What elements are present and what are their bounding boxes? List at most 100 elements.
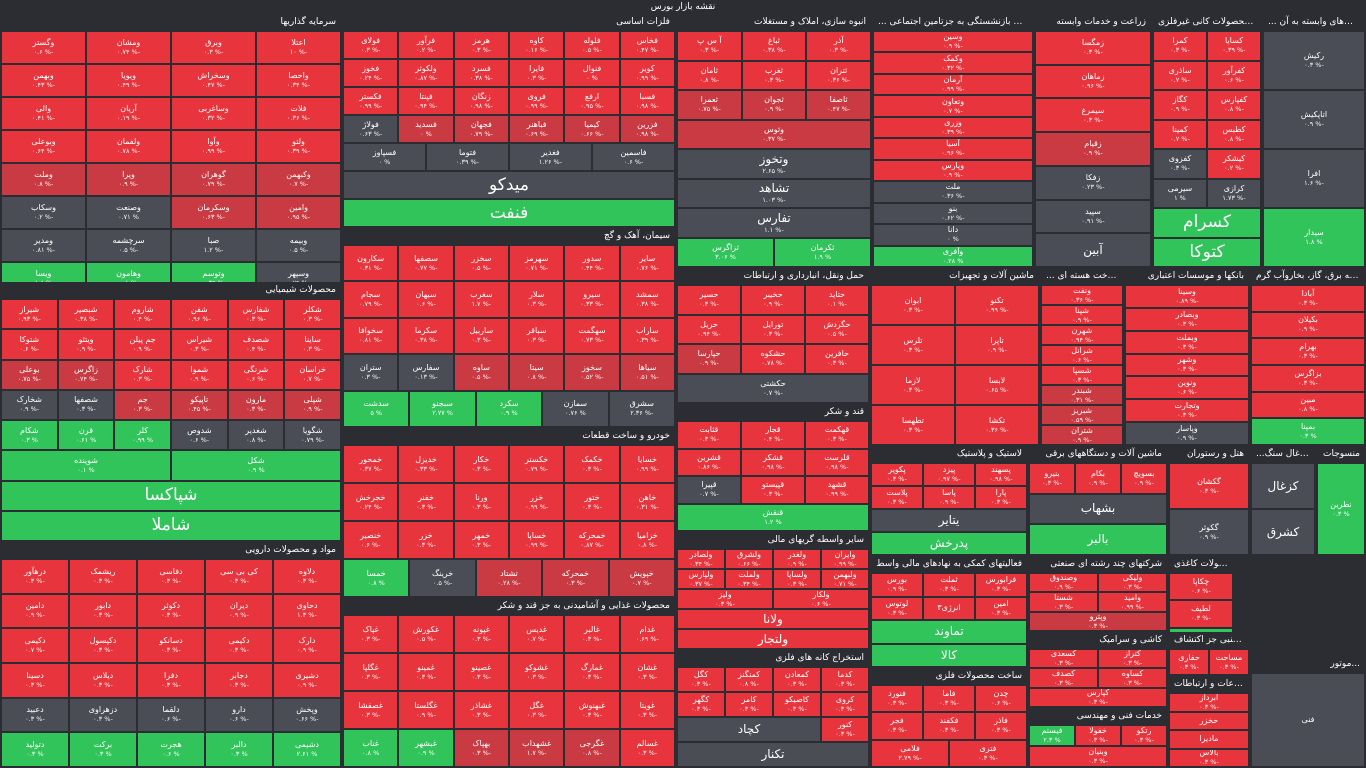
- stock-tile[interactable]: کسایا ۰.۳۹ %-: [1207, 31, 1261, 61]
- stock-tile[interactable]: بهپاک ۰.۳ %-: [453, 729, 509, 767]
- stock-tile[interactable]: سکرما ۰.۳۸ %-: [398, 317, 454, 355]
- stock-tile[interactable]: فولاژ ۰.۶۳ %-: [343, 115, 399, 143]
- stock-tile[interactable]: سشرق ۲.۳۶ %-: [608, 390, 675, 427]
- stock-tile[interactable]: شرنگی ۰.۶ %-: [227, 359, 285, 390]
- stock-tile[interactable]: فخوز ۰.۲۴ %-: [343, 59, 399, 87]
- sector-title[interactable]: اطلاعات و ارتباطات: [1174, 679, 1249, 689]
- stock-tile[interactable]: خپویش ۰.۷ %-: [608, 559, 675, 597]
- stock-tile[interactable]: شوینده ۰.۱ %: [1, 450, 171, 481]
- stock-tile[interactable]: کروی ۰.۳ %-: [821, 692, 869, 717]
- stock-tile[interactable]: ثجوان ۰.۹ %-: [741, 90, 807, 120]
- stock-tile[interactable]: ثملت ۰.۳ %-: [923, 573, 975, 597]
- stock-tile[interactable]: دعبید ۰.۳ %-: [1, 697, 69, 733]
- stock-tile[interactable]: غگل ۰.۳ %-: [509, 691, 565, 729]
- stock-tile[interactable]: خفولا ۰.۳ %-: [1075, 725, 1121, 746]
- stock-tile[interactable]: شستا ۰.۳ %-: [1029, 592, 1098, 612]
- stock-tile[interactable]: کتراز ۰.۳ %-: [1098, 649, 1167, 669]
- sector-title[interactable]: زراعت و خدمات وابسته: [1056, 17, 1146, 27]
- stock-tile[interactable]: شکل ۰.۹ %: [171, 450, 341, 481]
- stock-tile[interactable]: ولکوثر ۰.۸۷ %-: [398, 59, 454, 87]
- stock-tile[interactable]: وشهر ۰.۳ %-: [1125, 353, 1249, 377]
- stock-tile[interactable]: دیران ۰.۹ %-: [205, 593, 273, 629]
- stock-tile[interactable]: تلرس ۰.۳ %-: [871, 325, 955, 365]
- stock-tile[interactable]: سیرمی ۱ %: [1153, 178, 1207, 208]
- stock-tile[interactable]: آریان ۰.۱۹ %-: [86, 97, 171, 130]
- stock-tile[interactable]: حتاید ۰.۱ %-: [805, 285, 869, 315]
- stock-tile[interactable]: ثکرمان ۱.۹ %: [774, 237, 871, 267]
- stock-tile[interactable]: فلات ۰.۳۶ %-: [256, 97, 341, 130]
- sector-title[interactable]: ...راج زغال سنگ: [1256, 449, 1316, 459]
- stock-tile[interactable]: لطیف ۰.۳ %-: [1169, 600, 1233, 628]
- stock-tile[interactable]: وبوعلی ۰.۶۴ %-: [1, 130, 86, 163]
- stock-tile[interactable]: دارو ۰.۶ %-: [205, 697, 273, 733]
- stock-tile[interactable]: رتکو ۰.۳ %-: [1121, 725, 1167, 746]
- stock-tile[interactable]: کاصیکو ۰.۳ %-: [773, 692, 821, 717]
- stock-tile[interactable]: تماوند: [871, 620, 1027, 644]
- stock-tile[interactable]: شرانل ۰.۶ %-: [1041, 345, 1123, 365]
- stock-tile[interactable]: قرن ۰.۶۱ %: [57, 420, 115, 451]
- stock-tile[interactable]: فاذر ۰.۳ %-: [975, 712, 1027, 740]
- stock-tile[interactable]: دسینا ۰.۳ %-: [1, 663, 69, 698]
- stock-tile[interactable]: ولفمان ۰.۷۸ %-: [86, 130, 171, 163]
- stock-tile[interactable]: شفن ۰.۹۶ %-: [171, 299, 228, 330]
- stock-tile[interactable]: وصنعت ۰.۷۱ %: [86, 196, 171, 229]
- stock-tile[interactable]: اعتلا ۱۰ %-: [256, 31, 341, 64]
- stock-tile[interactable]: شصدف ۰.۴ %-: [227, 329, 285, 360]
- stock-tile[interactable]: فنورد ۰.۳ %-: [870, 685, 923, 713]
- stock-tile[interactable]: ولشرق ۰.۶۶ %-: [725, 549, 773, 569]
- stock-tile[interactable]: واحصا ۰.۳۴ %-: [256, 64, 341, 97]
- stock-tile[interactable]: غصینو ۰.۳ %-: [453, 653, 509, 691]
- sector-title[interactable]: سرمایه گذاریها: [280, 17, 336, 27]
- stock-tile[interactable]: ابوان ۰.۳ %-: [871, 285, 955, 325]
- stock-tile[interactable]: کشرق: [1251, 509, 1315, 555]
- stock-tile[interactable]: آرمان ۰.۹۹ %-: [873, 73, 1033, 96]
- stock-tile[interactable]: فسپاوز ۰ %: [343, 143, 426, 171]
- stock-tile[interactable]: میدکو: [343, 171, 675, 199]
- stock-tile[interactable]: غشوکو ۰.۳ %-: [509, 653, 565, 691]
- stock-tile[interactable]: وگستر ۰.۶ %-: [1, 31, 86, 64]
- stock-tile[interactable]: پیزد ۰.۹۷ %-: [923, 463, 975, 486]
- stock-tile[interactable]: خمحرکه ۰.۸۷ %-: [564, 521, 620, 559]
- stock-tile[interactable]: آسیا ۰.۹۶ %-: [873, 138, 1033, 160]
- sector-title[interactable]: سیمان، آهک و گچ: [603, 231, 670, 241]
- stock-tile[interactable]: خزر ۰.۳ %-: [398, 521, 454, 559]
- stock-tile[interactable]: والی ۰.۴۱ %-: [1, 97, 86, 130]
- stock-tile[interactable]: غشان ۰.۳ %-: [619, 653, 675, 691]
- stock-tile[interactable]: حسیر ۰.۳ %-: [677, 285, 741, 315]
- stock-tile[interactable]: کاوه ۰.۱۶ %-: [509, 31, 565, 59]
- stock-tile[interactable]: وآوا ۰.۹۹ %-: [171, 130, 256, 163]
- stock-tile[interactable]: ثعمرا ۰.۷۵ %-: [677, 90, 742, 120]
- stock-tile[interactable]: کتوکا: [1153, 237, 1261, 267]
- stock-tile[interactable]: ومدیر ۰.۸۱ %-: [1, 229, 86, 262]
- stock-tile[interactable]: هرمز ۰.۳ %-: [453, 31, 509, 59]
- sector-title[interactable]: مواد و محصولات دارویی: [245, 545, 336, 555]
- stock-tile[interactable]: چکاپا ۰.۶ %-: [1169, 573, 1233, 601]
- stock-tile[interactable]: ویویا ۰.۴۹ %-: [86, 64, 171, 97]
- sector-title[interactable]: ساخت محصولات فلزی: [935, 671, 1022, 681]
- stock-tile[interactable]: کلر ۰.۹۹ %: [114, 420, 171, 451]
- stock-tile[interactable]: دامین ۰.۹ %-: [1, 593, 69, 629]
- stock-tile[interactable]: شصفها ۰.۳ %-: [57, 389, 115, 420]
- stock-tile[interactable]: لوتوس ۰.۳ %-: [871, 596, 923, 620]
- stock-tile[interactable]: فباهنر ۰.۶۹ %-: [509, 115, 565, 143]
- stock-tile[interactable]: دکپسول ۰.۳ %-: [69, 628, 137, 663]
- stock-tile[interactable]: وآفری ۰.۲۸ %: [873, 245, 1033, 267]
- sector-title[interactable]: محصولات غذایی و آشامیدنی به جز قند و شکر: [497, 601, 670, 611]
- stock-tile[interactable]: شاملا: [1, 510, 341, 541]
- stock-tile[interactable]: تکنو ۰.۹۹ %-: [955, 285, 1039, 325]
- stock-tile[interactable]: خجرخش ۰.۲۴ %-: [343, 483, 399, 521]
- sector-title[interactable]: سایر واسطه گریهای مالی: [767, 535, 864, 545]
- sector-title[interactable]: کاشی و سرامیک: [1099, 635, 1162, 645]
- stock-tile[interactable]: کویر ۰.۹۹ %-: [619, 59, 675, 87]
- stock-tile[interactable]: وسکرمان ۰.۶۳ %-: [171, 196, 256, 229]
- sector-title[interactable]: ... وصندوق بازنشستگی به جزتامین اجتماعی: [878, 17, 1034, 27]
- stock-tile[interactable]: دارک ۰.۹ %-: [273, 628, 341, 663]
- stock-tile[interactable]: سباقر ۰.۳ %-: [509, 317, 565, 355]
- sector-title[interactable]: ... فعالیت‌های وابسته به آن: [1268, 17, 1366, 27]
- stock-tile[interactable]: شبریز ۰.۵۹ %-: [1041, 405, 1123, 425]
- stock-tile[interactable]: فنفت: [343, 199, 675, 227]
- stock-tile[interactable]: سکرد ۰.۹ %: [475, 390, 543, 427]
- stock-tile[interactable]: شپنا ۰.۹ %-: [1041, 305, 1123, 325]
- stock-tile[interactable]: سخوز ۰.۵۲ %-: [564, 354, 620, 391]
- stock-tile[interactable]: سفارس ۰.۱۳ %-: [398, 354, 454, 391]
